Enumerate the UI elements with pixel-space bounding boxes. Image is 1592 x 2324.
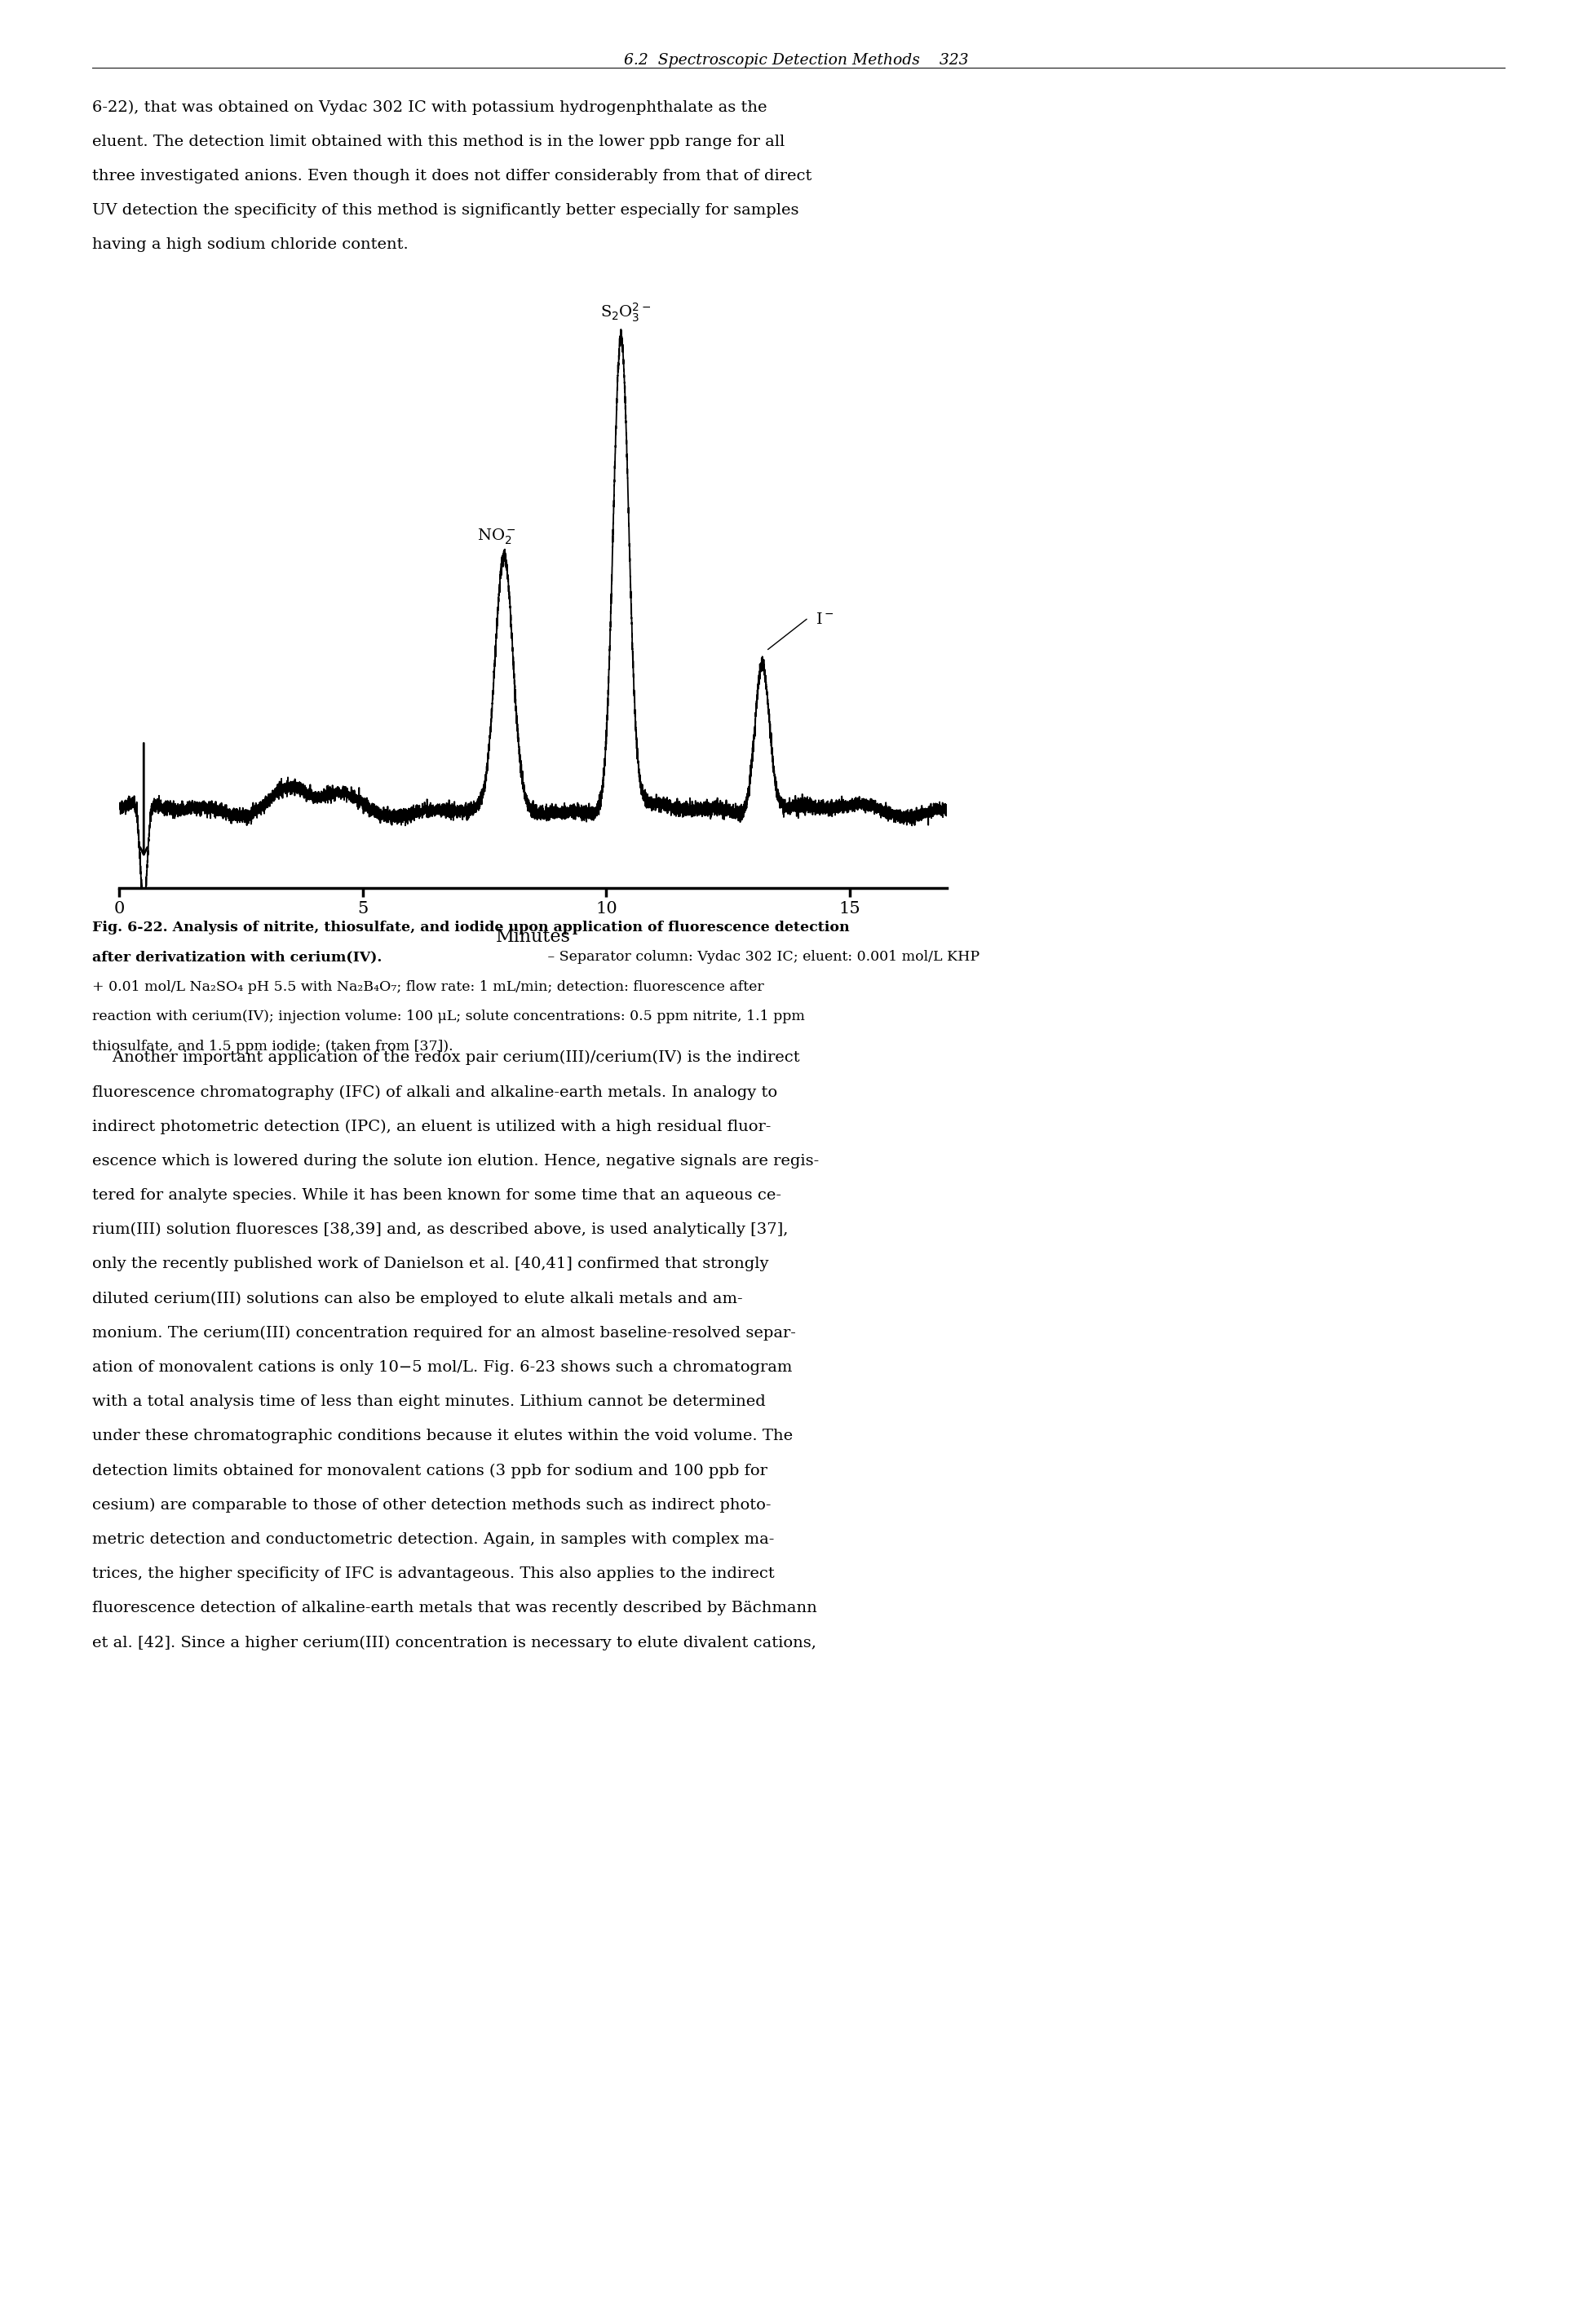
Text: tered for analyte species. While it has been known for some time that an aqueous: tered for analyte species. While it has … (92, 1188, 782, 1204)
Text: fluorescence chromatography (IFC) of alkali and alkaline-earth metals. In analog: fluorescence chromatography (IFC) of alk… (92, 1085, 777, 1099)
Text: monium. The cerium(III) concentration required for an almost baseline-resolved s: monium. The cerium(III) concentration re… (92, 1325, 796, 1341)
Text: only the recently published work of Danielson et al. [40,41] confirmed that stro: only the recently published work of Dani… (92, 1257, 769, 1271)
Text: ation of monovalent cations is only 10−5 mol/L. Fig. 6-23 shows such a chromatog: ation of monovalent cations is only 10−5… (92, 1360, 793, 1376)
X-axis label: Minutes: Minutes (495, 927, 572, 946)
Text: + 0.01 mol/L Na₂SO₄ pH 5.5 with Na₂B₄O₇; flow rate: 1 mL/min; detection: fluores: + 0.01 mol/L Na₂SO₄ pH 5.5 with Na₂B₄O₇;… (92, 981, 764, 995)
Text: 6.2  Spectroscopic Detection Methods    323: 6.2 Spectroscopic Detection Methods 323 (624, 53, 968, 67)
Text: 6-22), that was obtained on Vydac 302 IC with potassium hydrogenphthalate as the: 6-22), that was obtained on Vydac 302 IC… (92, 100, 767, 114)
Text: I$^-$: I$^-$ (815, 614, 834, 627)
Text: indirect photometric detection (IPC), an eluent is utilized with a high residual: indirect photometric detection (IPC), an… (92, 1120, 771, 1134)
Text: reaction with cerium(IV); injection volume: 100 μL; solute concentrations: 0.5 p: reaction with cerium(IV); injection volu… (92, 1009, 806, 1023)
Text: metric detection and conductometric detection. Again, in samples with complex ma: metric detection and conductometric dete… (92, 1532, 774, 1548)
Text: having a high sodium chloride content.: having a high sodium chloride content. (92, 237, 409, 253)
Text: S$_2$O$_3^{2-}$: S$_2$O$_3^{2-}$ (600, 302, 651, 323)
Text: trices, the higher specificity of IFC is advantageous. This also applies to the : trices, the higher specificity of IFC is… (92, 1566, 775, 1580)
Text: escence which is lowered during the solute ion elution. Hence, negative signals : escence which is lowered during the solu… (92, 1153, 820, 1169)
Text: UV detection the specificity of this method is significantly better especially f: UV detection the specificity of this met… (92, 202, 799, 218)
Text: NO$_2^-$: NO$_2^-$ (478, 528, 516, 546)
Text: fluorescence detection of alkaline-earth metals that was recently described by B: fluorescence detection of alkaline-earth… (92, 1601, 817, 1615)
Text: under these chromatographic conditions because it elutes within the void volume.: under these chromatographic conditions b… (92, 1429, 793, 1443)
Text: thiosulfate, and 1.5 ppm iodide; (taken from [37]).: thiosulfate, and 1.5 ppm iodide; (taken … (92, 1039, 454, 1053)
Text: – Separator column: Vydac 302 IC; eluent: 0.001 mol/L KHP: – Separator column: Vydac 302 IC; eluent… (543, 951, 979, 964)
Text: with a total analysis time of less than eight minutes. Lithium cannot be determi: with a total analysis time of less than … (92, 1394, 766, 1408)
Text: three investigated anions. Even though it does not differ considerably from that: three investigated anions. Even though i… (92, 170, 812, 184)
Text: et al. [42]. Since a higher cerium(III) concentration is necessary to elute diva: et al. [42]. Since a higher cerium(III) … (92, 1636, 817, 1650)
Text: detection limits obtained for monovalent cations (3 ppb for sodium and 100 ppb f: detection limits obtained for monovalent… (92, 1464, 767, 1478)
Text: Another important application of the redox pair cerium(III)/cerium(IV) is the in: Another important application of the red… (92, 1050, 799, 1064)
Text: eluent. The detection limit obtained with this method is in the lower ppb range : eluent. The detection limit obtained wit… (92, 135, 785, 149)
Text: Fig. 6-22. Analysis of nitrite, thiosulfate, and iodide upon application of fluo: Fig. 6-22. Analysis of nitrite, thiosulf… (92, 920, 850, 934)
Text: diluted cerium(III) solutions can also be employed to elute alkali metals and am: diluted cerium(III) solutions can also b… (92, 1292, 743, 1306)
Text: rium(III) solution fluoresces [38,39] and, as described above, is used analytica: rium(III) solution fluoresces [38,39] an… (92, 1222, 788, 1236)
Text: after derivatization with cerium(IV).: after derivatization with cerium(IV). (92, 951, 382, 964)
Text: cesium) are comparable to those of other detection methods such as indirect phot: cesium) are comparable to those of other… (92, 1497, 771, 1513)
